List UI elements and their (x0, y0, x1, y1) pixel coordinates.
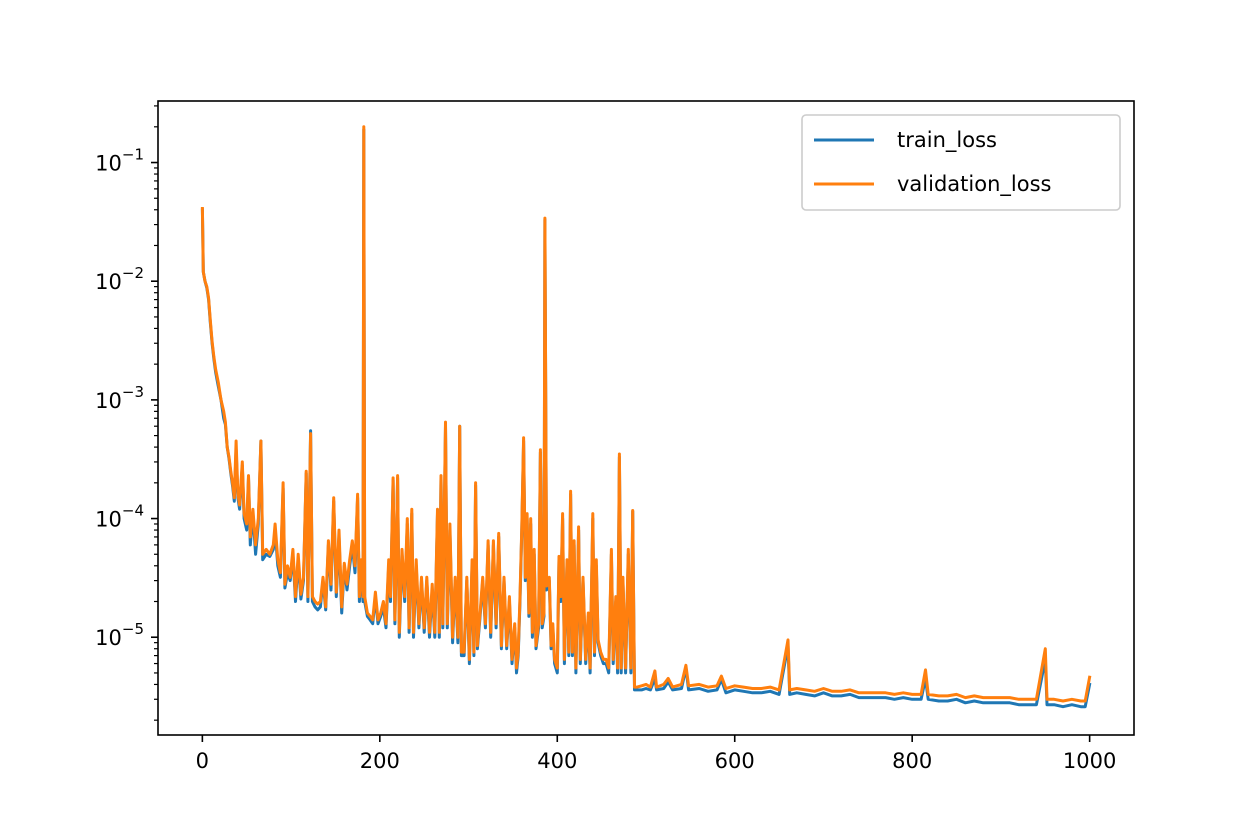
legend-box (801, 114, 1121, 211)
legend-label: validation_loss (897, 172, 1051, 197)
y-tick-label: 10−3 (95, 383, 144, 413)
x-tick-label: 800 (892, 749, 932, 773)
series-layer (200, 125, 1092, 709)
y-tick-label: 10−4 (95, 502, 144, 532)
y-tick-label: 10−2 (95, 264, 144, 294)
axes-layer: 0 200 400 600 800 1000 10−1 10−2 10−3 10−4 10−5 (95, 100, 1135, 773)
y-tick-label: 10−5 (95, 620, 144, 650)
series-line-validation-loss (200, 125, 1092, 703)
legend-label: train_loss (897, 128, 997, 153)
legend: train_loss validation_loss (801, 114, 1121, 211)
x-tick-label: 400 (537, 749, 577, 773)
x-tick-label: 0 (196, 749, 209, 773)
x-tick-label: 600 (715, 749, 755, 773)
x-tick-label: 1000 (1063, 749, 1116, 773)
y-tick-label: 10−1 (95, 146, 144, 176)
x-tick-label: 200 (360, 749, 400, 773)
